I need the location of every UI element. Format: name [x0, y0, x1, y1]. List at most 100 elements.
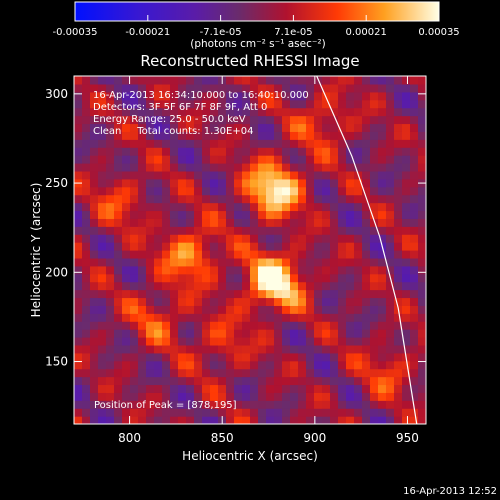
heatmap-cell: [330, 234, 339, 243]
heatmap-cell: [346, 352, 355, 362]
heatmap-cell: [314, 147, 323, 156]
heatmap-cell: [122, 344, 131, 354]
heatmap-cell: [346, 313, 355, 322]
heatmap-cell: [82, 83, 91, 93]
heatmap-cell: [146, 123, 155, 132]
heatmap-cell: [202, 242, 211, 251]
heatmap-cell: [234, 384, 243, 393]
heatmap-cell: [162, 139, 171, 148]
heatmap-cell: [306, 123, 315, 132]
heatmap-cell: [282, 91, 291, 101]
heatmap-cell: [410, 329, 419, 338]
annotation-counts: Clean Total counts: 1.30E+04: [93, 126, 253, 137]
heatmap-cell: [386, 226, 395, 235]
heatmap-cell: [226, 107, 235, 117]
heatmap-cell: [194, 289, 203, 299]
heatmap-cell: [226, 329, 235, 338]
heatmap-cell: [266, 289, 275, 299]
heatmap-cell: [250, 313, 259, 322]
heatmap-cell: [194, 368, 203, 378]
heatmap-cell: [386, 170, 395, 180]
heatmap-cell: [178, 321, 187, 330]
heatmap-cell: [338, 400, 347, 409]
heatmap-cell: [154, 115, 163, 125]
heatmap-cell: [186, 139, 195, 148]
heatmap-cell: [314, 99, 323, 109]
heatmap-cell: [106, 257, 115, 267]
heatmap-cell: [242, 265, 251, 275]
heatmap-cell: [106, 329, 115, 338]
heatmap-cell: [234, 242, 243, 251]
heatmap-cell: [170, 186, 179, 196]
heatmap-cell: [354, 376, 363, 386]
heatmap-cell: [90, 234, 99, 243]
heatmap-cell: [106, 131, 115, 140]
heatmap-cell: [218, 194, 227, 204]
heatmap-cell: [362, 250, 371, 259]
heatmap-cell: [274, 186, 283, 196]
heatmap-cell: [146, 210, 155, 219]
heatmap-cell: [138, 250, 147, 259]
heatmap-cell: [250, 273, 259, 283]
heatmap-cell: [362, 257, 371, 267]
heatmap-cell: [378, 281, 387, 291]
heatmap-cell: [330, 242, 339, 251]
heatmap-cell: [402, 123, 411, 132]
heatmap-cell: [338, 178, 347, 188]
heatmap-cell: [138, 368, 147, 378]
heatmap-cell: [242, 289, 251, 299]
heatmap-cell: [266, 163, 275, 172]
heatmap-cell: [410, 416, 419, 424]
heatmap-cell: [130, 257, 139, 267]
heatmap-cell: [202, 99, 211, 109]
heatmap-cell: [322, 242, 331, 251]
heatmap-cell: [114, 416, 123, 424]
heatmap-cell: [258, 139, 267, 148]
heatmap-cell: [402, 344, 411, 354]
heatmap-cell: [186, 107, 195, 117]
heatmap-cell: [218, 297, 227, 306]
colorbar-tick-label: 0.00035: [418, 27, 459, 38]
heatmap-cell: [130, 139, 139, 148]
heatmap-cell: [186, 313, 195, 322]
heatmap-cell: [234, 368, 243, 378]
heatmap-cell: [178, 265, 187, 275]
heatmap-cell: [90, 226, 99, 235]
heatmap-cell: [162, 115, 171, 125]
heatmap-cell: [282, 400, 291, 409]
annotation-energy-range: Energy Range: 25.0 - 50.0 keV: [93, 114, 246, 125]
heatmap-cell: [346, 289, 355, 299]
heatmap-cell: [322, 384, 331, 393]
heatmap-cell: [234, 155, 243, 164]
heatmap-cell: [298, 163, 307, 172]
heatmap-cell: [306, 155, 315, 164]
heatmap-cell: [266, 352, 275, 362]
heatmap-cell: [170, 91, 179, 101]
heatmap-cell: [338, 384, 347, 393]
heatmap-cell: [362, 305, 371, 314]
heatmap-cell: [258, 416, 267, 424]
heatmap-cell: [106, 408, 115, 417]
heatmap-cell: [274, 321, 283, 330]
heatmap-cell: [250, 297, 259, 306]
heatmap-cell: [282, 305, 291, 314]
heatmap-cell: [378, 408, 387, 417]
heatmap-cell: [322, 305, 331, 314]
heatmap-cell: [242, 250, 251, 259]
heatmap-cell: [114, 234, 123, 243]
heatmap-cell: [82, 337, 91, 346]
heatmap-cell: [90, 115, 99, 125]
heatmap-cell: [202, 163, 211, 172]
heatmap-cell: [314, 139, 323, 148]
heatmap-cell: [146, 408, 155, 417]
heatmap-cell: [322, 139, 331, 148]
heatmap-cell: [338, 115, 347, 125]
heatmap-cell: [74, 384, 83, 393]
heatmap-cell: [290, 186, 299, 196]
heatmap-cell: [162, 155, 171, 164]
heatmap-cell: [314, 297, 323, 306]
heatmap-cell: [194, 376, 203, 386]
heatmap-cell: [178, 313, 187, 322]
heatmap-cell: [266, 281, 275, 291]
heatmap-cell: [298, 115, 307, 125]
